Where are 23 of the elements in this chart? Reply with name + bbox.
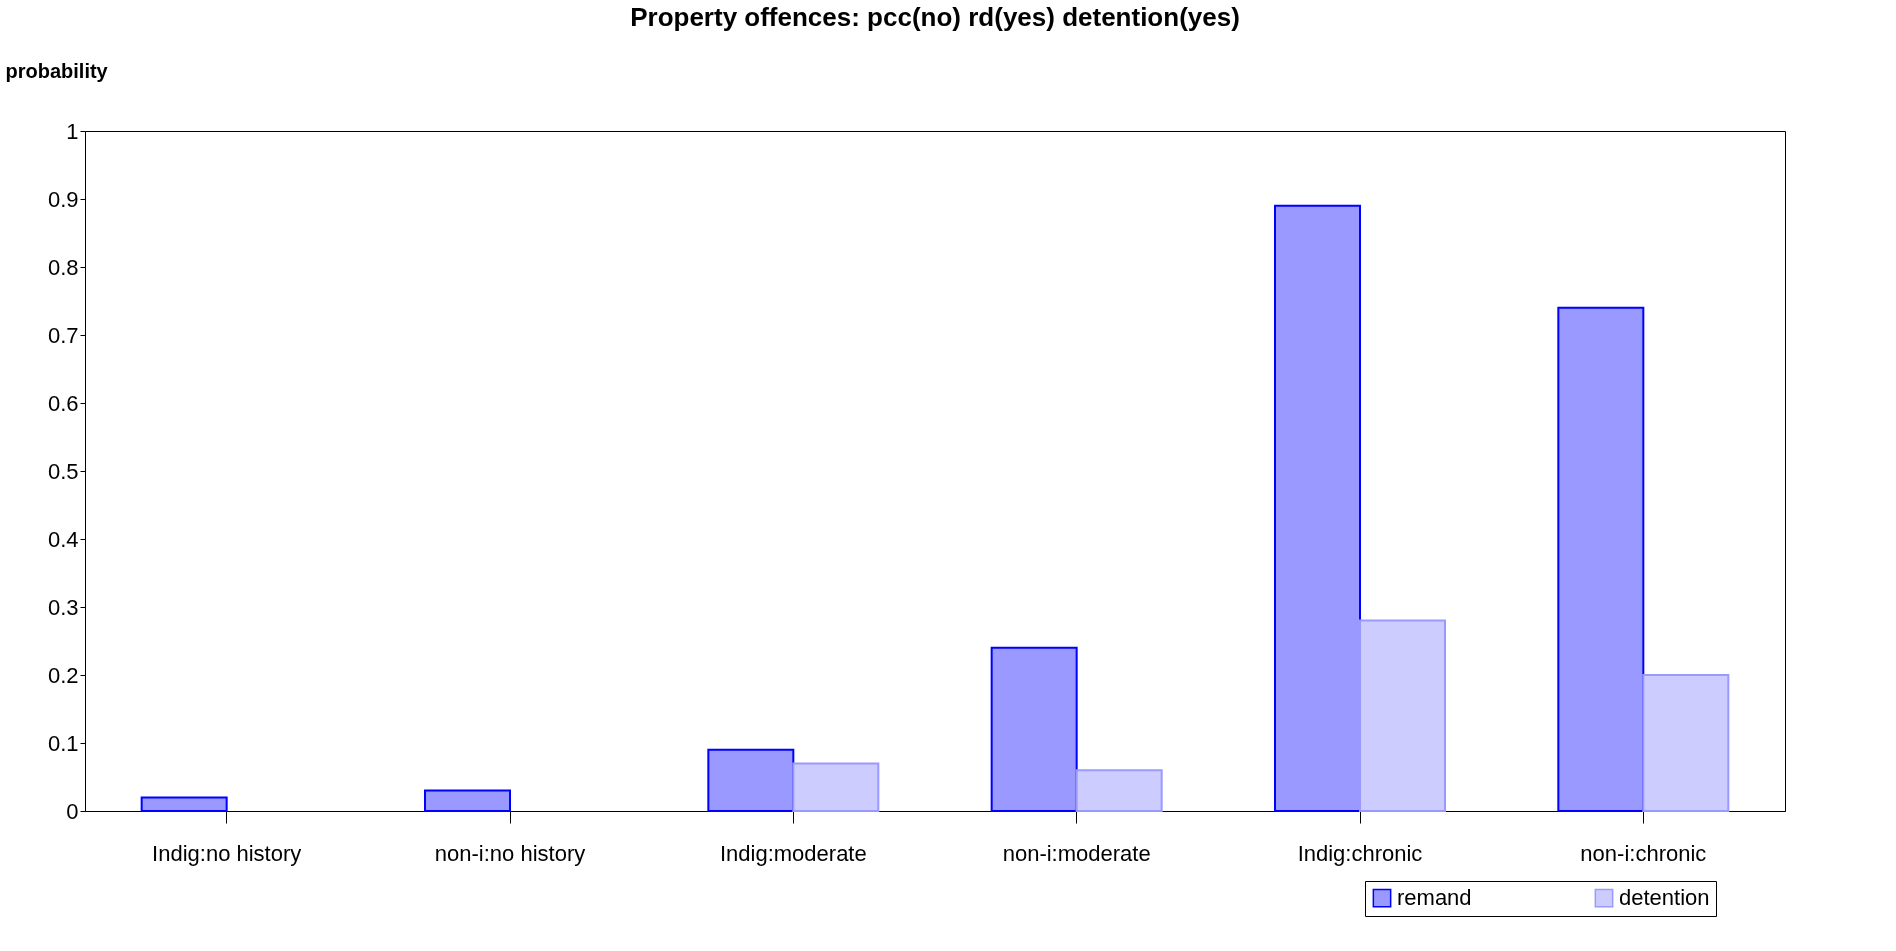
y-tick-label: 0.9 xyxy=(47,186,79,212)
bar xyxy=(424,789,511,812)
y-tick-label: 0.1 xyxy=(47,730,79,756)
y-tick-label: 0.8 xyxy=(47,254,79,280)
legend-label: detention xyxy=(1619,885,1710,911)
x-tick-label: non-i:chronic xyxy=(1580,840,1707,866)
x-tick-label: non-i:no history xyxy=(434,840,586,866)
y-tick-label: 0.2 xyxy=(47,662,79,688)
y-tick-label: 0.5 xyxy=(47,458,79,484)
y-axis-title: probability xyxy=(5,59,109,82)
x-tick-label: non-i:moderate xyxy=(1002,840,1151,866)
y-tick-label: 1 xyxy=(66,118,79,144)
y-tick-label: 0.6 xyxy=(47,390,79,416)
y-tick-label: 0.7 xyxy=(47,322,79,348)
x-tick-label: Indig:chronic xyxy=(1297,840,1423,866)
x-tick-label: Indig:moderate xyxy=(719,840,867,866)
x-tick-label: Indig:no history xyxy=(152,840,302,866)
chart-title: Property offences: pcc(no) rd(yes) detention(yes) xyxy=(630,2,1240,32)
y-tick-label: 0.3 xyxy=(47,594,79,620)
legend-label: remand xyxy=(1397,885,1472,911)
y-tick-label: 0 xyxy=(66,798,79,824)
y-tick-label: 0.4 xyxy=(47,526,79,552)
bar xyxy=(140,796,228,812)
